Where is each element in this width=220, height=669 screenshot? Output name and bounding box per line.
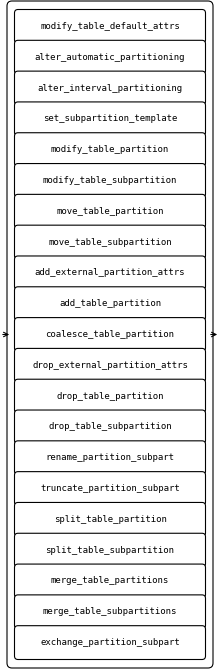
Text: exchange_partition_subpart: exchange_partition_subpart <box>40 638 180 647</box>
FancyBboxPatch shape <box>15 564 205 598</box>
Text: split_table_subpartition: split_table_subpartition <box>46 546 174 555</box>
FancyBboxPatch shape <box>15 533 205 567</box>
Text: alter_interval_partitioning: alter_interval_partitioning <box>37 84 183 92</box>
Text: move_table_partition: move_table_partition <box>56 207 164 216</box>
Text: modify_table_default_attrs: modify_table_default_attrs <box>40 22 180 31</box>
FancyBboxPatch shape <box>15 349 205 382</box>
Text: coalesce_table_partition: coalesce_table_partition <box>46 330 174 339</box>
FancyBboxPatch shape <box>15 195 205 228</box>
FancyBboxPatch shape <box>15 132 205 167</box>
Text: modify_table_partition: modify_table_partition <box>51 145 169 154</box>
Text: drop_table_partition: drop_table_partition <box>56 391 164 401</box>
FancyBboxPatch shape <box>15 163 205 197</box>
FancyBboxPatch shape <box>15 379 205 413</box>
FancyBboxPatch shape <box>15 595 205 629</box>
FancyBboxPatch shape <box>15 441 205 474</box>
Text: set_subpartition_template: set_subpartition_template <box>43 114 177 123</box>
Text: add_external_partition_attrs: add_external_partition_attrs <box>35 268 185 278</box>
FancyBboxPatch shape <box>15 502 205 537</box>
Text: rename_partition_subpart: rename_partition_subpart <box>46 453 174 462</box>
FancyBboxPatch shape <box>15 40 205 74</box>
FancyBboxPatch shape <box>15 71 205 105</box>
Text: drop_table_subpartition: drop_table_subpartition <box>48 422 172 432</box>
FancyBboxPatch shape <box>15 472 205 506</box>
Text: modify_table_subpartition: modify_table_subpartition <box>43 176 177 185</box>
FancyBboxPatch shape <box>7 1 213 668</box>
Text: drop_external_partition_attrs: drop_external_partition_attrs <box>32 361 188 370</box>
Text: move_table_subpartition: move_table_subpartition <box>48 237 172 247</box>
Text: merge_table_subpartitions: merge_table_subpartitions <box>43 607 177 616</box>
FancyBboxPatch shape <box>15 410 205 444</box>
FancyBboxPatch shape <box>15 9 205 43</box>
Text: truncate_partition_subpart: truncate_partition_subpart <box>40 484 180 493</box>
FancyBboxPatch shape <box>15 626 205 660</box>
Text: alter_automatic_partitioning: alter_automatic_partitioning <box>35 53 185 62</box>
FancyBboxPatch shape <box>15 287 205 320</box>
FancyBboxPatch shape <box>15 256 205 290</box>
FancyBboxPatch shape <box>15 225 205 259</box>
FancyBboxPatch shape <box>15 318 205 351</box>
FancyBboxPatch shape <box>15 102 205 136</box>
Text: add_table_partition: add_table_partition <box>59 299 161 308</box>
Text: split_table_partition: split_table_partition <box>53 515 167 524</box>
Text: merge_table_partitions: merge_table_partitions <box>51 577 169 585</box>
